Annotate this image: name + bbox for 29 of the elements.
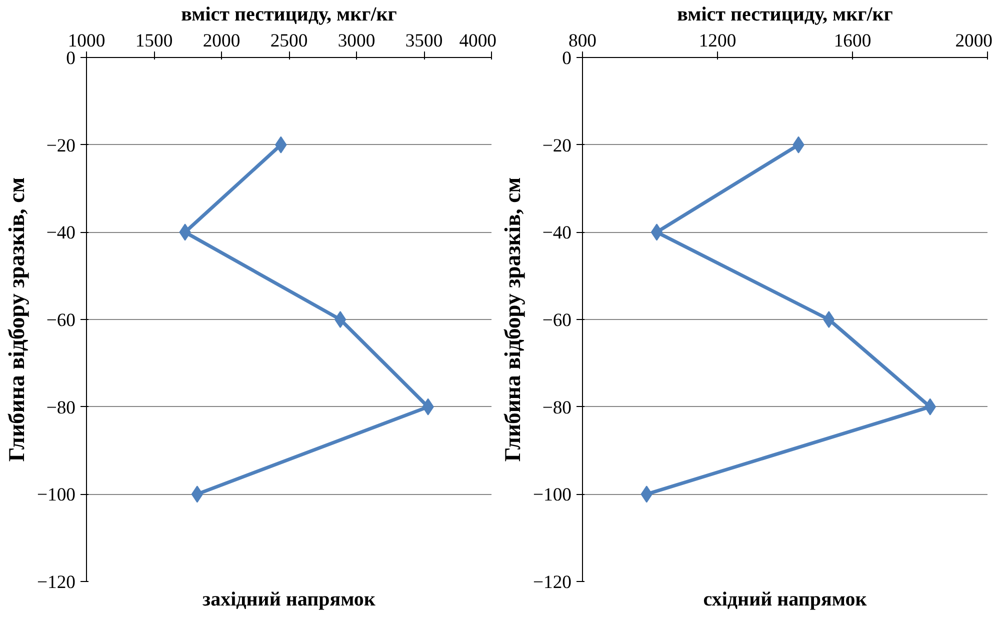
text: східний напрямок — [703, 588, 868, 610]
x-axis-title: вміст пестициду, мкг/кг — [677, 4, 893, 26]
x-tick-label: 2000 — [202, 30, 240, 52]
y-tick-label: −120 — [36, 572, 76, 593]
x-tick-label: 3000 — [338, 30, 376, 52]
y-tick-label: −40 — [542, 222, 572, 244]
x-axis-title: вміст пестициду, мкг/кг — [181, 4, 397, 26]
y-axis-title: Глибина відбору зразків, см — [4, 177, 29, 462]
x-tick-label: 1500 — [135, 30, 173, 52]
y-tick-label: 0 — [562, 48, 572, 69]
y-tick-label: −120 — [532, 572, 572, 593]
y-tick-label: −80 — [542, 397, 572, 418]
x-tick-label: 1600 — [834, 30, 872, 52]
y-tick-label: −40 — [46, 222, 76, 244]
y-tick-label: −100 — [36, 484, 76, 506]
y-tick-label: −20 — [46, 135, 76, 156]
x-tick-label: 4000 — [459, 30, 496, 52]
x-tick-label: 3500 — [405, 30, 443, 52]
y-tick-label: −80 — [46, 397, 76, 418]
x-tick-label: 800 — [568, 30, 596, 52]
x-tick-label: 1200 — [698, 30, 736, 52]
text: західний напрямок — [202, 588, 376, 610]
y-tick-label: −60 — [542, 310, 572, 331]
x-tick-label: 2000 — [955, 30, 992, 52]
y-tick-label: −60 — [46, 310, 76, 331]
x-tick-label: 2500 — [270, 30, 308, 52]
y-axis-title: Глибина відбору зразків, см — [500, 177, 525, 462]
y-tick-label: −100 — [532, 484, 572, 506]
y-tick-label: −20 — [542, 135, 572, 156]
